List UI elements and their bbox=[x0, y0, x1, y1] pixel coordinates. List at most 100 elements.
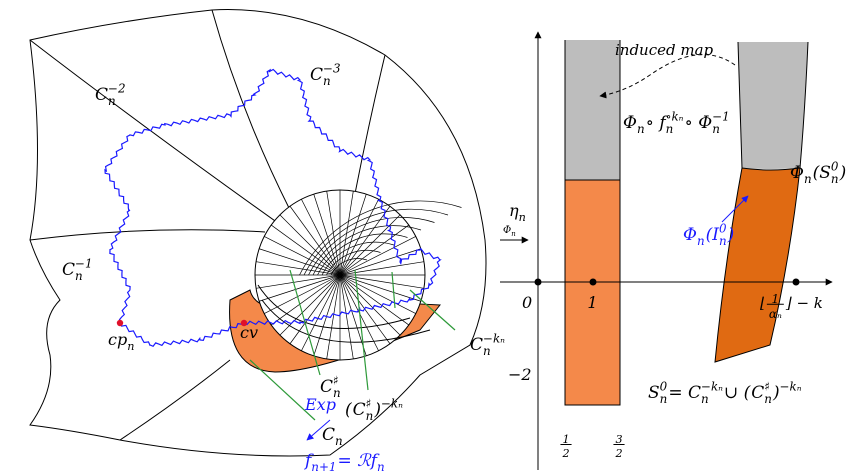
subscript: n bbox=[335, 434, 343, 448]
superscript: 0 bbox=[660, 379, 668, 393]
subscript: n bbox=[831, 172, 839, 186]
left-figure bbox=[30, 10, 486, 456]
subscript: n bbox=[511, 230, 516, 238]
text: cp bbox=[108, 330, 127, 349]
text: Φ bbox=[503, 225, 511, 236]
denominator: αₙ bbox=[769, 307, 782, 321]
numerator: 1 bbox=[772, 292, 780, 306]
superscript: −kₙ bbox=[780, 379, 802, 393]
label: Φn(In0) bbox=[683, 221, 734, 248]
superscript: −2 bbox=[108, 81, 126, 95]
label: Cn−kₙ bbox=[470, 331, 505, 358]
label: 1 bbox=[587, 293, 597, 312]
text: ( bbox=[345, 400, 352, 420]
superscript: −kₙ bbox=[483, 331, 505, 345]
text: 0 bbox=[522, 293, 532, 312]
subscript: n bbox=[108, 94, 116, 108]
subscript: n bbox=[764, 392, 772, 406]
text: ) bbox=[839, 163, 847, 183]
point bbox=[590, 279, 597, 286]
text: ) bbox=[772, 383, 780, 403]
label: 32 bbox=[613, 433, 624, 460]
point bbox=[535, 279, 542, 286]
superscript: ♯ bbox=[333, 373, 339, 387]
subscript: n bbox=[377, 460, 385, 474]
label: 12 bbox=[560, 433, 571, 460]
gray-strip bbox=[565, 40, 620, 180]
text: ) bbox=[727, 225, 735, 245]
label: Φn bbox=[503, 225, 516, 238]
boundary bbox=[30, 230, 265, 240]
subscript: n bbox=[666, 122, 674, 136]
subscript: n bbox=[719, 234, 727, 248]
text: ∪ ( bbox=[724, 383, 751, 403]
text: C bbox=[751, 383, 764, 403]
denominator: 2 bbox=[561, 447, 569, 460]
label: fn+1 = ℛfn bbox=[303, 451, 385, 474]
point bbox=[793, 279, 800, 286]
text: ∘ Φ bbox=[685, 113, 713, 133]
superscript: ∘kₙ bbox=[666, 109, 684, 123]
text: ) bbox=[373, 400, 381, 420]
subscript: n+1 bbox=[311, 460, 336, 474]
subscript: n bbox=[697, 234, 705, 248]
denominator: 2 bbox=[614, 447, 622, 460]
label: Cn−2 bbox=[95, 81, 126, 108]
subscript: n bbox=[75, 269, 83, 283]
superscript: ♯ bbox=[366, 396, 372, 410]
subscript: n bbox=[519, 211, 526, 224]
text: = C bbox=[668, 383, 701, 403]
text: cv bbox=[240, 323, 258, 342]
text: C bbox=[320, 377, 333, 397]
gray-strip bbox=[738, 42, 808, 169]
superscript: −kₙ bbox=[701, 379, 723, 393]
label: Cn bbox=[322, 425, 343, 448]
text: Exp bbox=[304, 395, 336, 414]
text: C bbox=[62, 260, 75, 280]
text: Φ bbox=[790, 163, 804, 183]
subscript: n bbox=[804, 172, 812, 186]
boundary bbox=[212, 10, 290, 210]
superscript: 0 bbox=[831, 159, 839, 173]
subscript: n bbox=[366, 409, 374, 423]
label: cpn bbox=[108, 330, 134, 353]
superscript: ♯ bbox=[764, 379, 770, 393]
text: ⌊ bbox=[760, 294, 766, 312]
label: cv bbox=[240, 323, 258, 342]
text: induced map bbox=[615, 41, 714, 59]
text: −2 bbox=[508, 365, 532, 384]
point-cp bbox=[117, 320, 123, 326]
orange-strip bbox=[715, 168, 800, 362]
text: η bbox=[509, 201, 519, 220]
text: Φ bbox=[683, 225, 697, 245]
diagram: Cn−2Cn−3Cn−1cpncvCn♯(Cn♯)−kₙCn−kₙCnExpfn… bbox=[0, 0, 859, 474]
subscript: n bbox=[483, 344, 491, 358]
text: C bbox=[322, 425, 335, 445]
superscript: −1 bbox=[712, 109, 730, 123]
text: C bbox=[470, 335, 483, 355]
text: C bbox=[353, 400, 366, 420]
label: Sn0 = Cn−kₙ ∪ (Cn♯)−kₙ bbox=[648, 379, 802, 406]
text: (I bbox=[706, 225, 720, 245]
subscript: n bbox=[127, 340, 134, 353]
superscript: −kₙ bbox=[381, 396, 403, 410]
subscript: n bbox=[660, 392, 668, 406]
text: Φ bbox=[623, 113, 637, 133]
text: S bbox=[648, 383, 660, 403]
text: = ℛf bbox=[337, 451, 379, 471]
label: Exp bbox=[304, 395, 336, 414]
text: 1 bbox=[587, 293, 597, 312]
subscript: n bbox=[701, 392, 709, 406]
text: (S bbox=[813, 163, 831, 183]
label: 0 bbox=[522, 293, 532, 312]
boundary bbox=[120, 360, 230, 440]
text: C bbox=[95, 85, 108, 105]
text: C bbox=[310, 65, 323, 85]
text: ⌋ − k bbox=[785, 294, 823, 312]
